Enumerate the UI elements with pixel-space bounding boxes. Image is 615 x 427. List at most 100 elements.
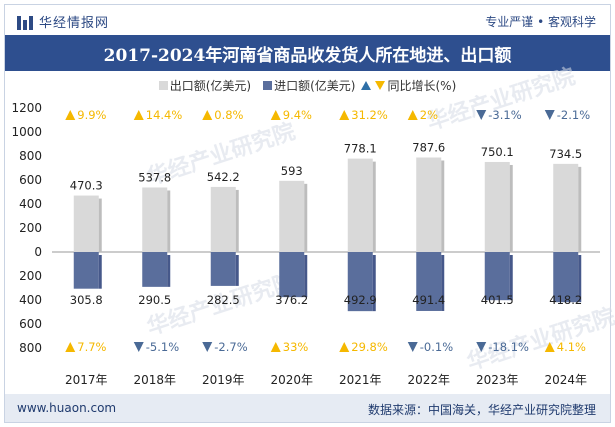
top-bar: 华经情报网 专业严谨 • 客观科学 [5,5,610,35]
y-tick-label: 600 [19,173,42,187]
triangle-down-icon [375,81,386,90]
y-tick-label: 0 [34,245,42,259]
y-tick-label: 800 [19,341,42,355]
y-tick-label: 800 [19,149,42,163]
triangle-up-icon [544,342,555,352]
y-tick-label: 200 [19,269,42,283]
export-bar [142,187,168,252]
slogan: 专业严谨 • 客观科学 [485,15,596,29]
x-category-label: 2020年 [270,373,313,387]
triangle-down-icon [202,342,213,352]
import-growth-label: 4.1% [557,340,586,354]
export-bar [347,158,373,252]
triangle-up-icon [270,342,281,352]
import-bar-shade [167,255,171,287]
import-growth-label: -2.7% [214,340,247,354]
import-growth-label: 29.8% [351,340,388,354]
import-growth-label: -0.1% [420,340,453,354]
legend-import: 进口额(亿美元) [263,77,355,94]
import-bar [73,252,99,289]
triangle-down-icon [476,342,487,352]
triangle-down-icon [407,342,418,352]
export-bar-shade [304,183,308,252]
brand-name: 华经情报网 [39,16,110,31]
import-bar-shade [509,255,513,301]
import-growth-label: 7.7% [77,340,106,354]
import-value-label: 418.2 [549,293,582,307]
import-growth-label: 33% [283,340,309,354]
import-bar-shade [578,255,582,303]
title-bar: 2017-2024年河南省商品收发货人所在地进、出口额 [5,35,610,71]
x-category-label: 2022年 [407,373,450,387]
triangle-up-icon [407,110,418,120]
import-bar-shade [98,255,102,289]
import-growth-label: -18.1% [488,340,529,354]
y-tick-label: 1200 [11,101,42,115]
x-category-label: 2017年 [65,373,108,387]
y-tick-label: 400 [19,197,42,211]
export-value-label: 542.2 [207,170,240,184]
x-category-label: 2021年 [339,373,382,387]
export-growth-label: 31.2% [351,108,388,122]
export-bar-shade [372,161,376,252]
triangle-up-icon [133,110,144,120]
triangle-up-icon [339,110,350,120]
export-bar-shade [441,160,445,252]
legend: 出口额(亿美元) 进口额(亿美元) 同比增长(%) [5,77,610,94]
export-bar [416,157,442,252]
export-bar-shade [98,198,102,252]
export-growth-label: 14.4% [146,108,183,122]
import-bar [142,252,168,287]
legend-growth-label: 同比增长(%) [387,79,457,93]
footer: www.huaon.com 数据来源：中国海关，华经产业研究院整理 [5,394,610,422]
triangle-up-icon [65,342,76,352]
import-bar-shade [235,255,239,286]
triangle-up-icon [65,110,76,120]
chart-title: 2017-2024年河南省商品收发货人所在地进、出口额 [103,45,512,66]
x-category-label: 2019年 [202,373,245,387]
export-growth-label: 2% [420,108,438,122]
footer-source: 数据来源：中国海关，华经产业研究院整理 [367,403,596,417]
y-tick-label: 200 [19,221,42,235]
footer-url: www.huaon.com [17,401,117,415]
import-growth-label: -5.1% [146,340,179,354]
export-value-label: 537.8 [138,170,171,184]
triangle-down-icon [133,342,144,352]
legend-export-swatch [158,81,168,90]
triangle-up-icon [270,110,281,120]
import-value-label: 290.5 [138,293,171,307]
legend-import-swatch [263,81,273,90]
export-bar-shade [509,164,513,252]
triangle-down-icon [544,110,555,120]
y-tick-label: 600 [19,317,42,331]
export-bar-shade [235,189,239,252]
triangle-down-icon [476,110,487,120]
triangle-up-icon [202,110,213,120]
export-bar-shade [167,190,171,252]
export-bar [73,195,99,252]
export-value-label: 778.1 [344,142,377,156]
legend-export-label: 出口额(亿美元) [169,79,252,93]
export-value-label: 787.6 [412,140,445,154]
export-bar [279,180,305,252]
y-tick-label: 1000 [11,125,42,139]
import-bar [416,252,442,311]
x-category-label: 2024年 [544,373,587,387]
legend-export: 出口额(亿美元) [158,77,252,94]
export-value-label: 734.5 [549,147,582,161]
import-value-label: 305.8 [70,293,103,307]
import-bar [347,252,373,312]
export-growth-label: 9.9% [77,108,106,122]
x-category-label: 2018年 [133,373,176,387]
export-bar-shade [578,166,582,252]
export-bar [484,161,510,252]
y-tick-label: 400 [19,293,42,307]
x-category-label: 2023年 [476,373,519,387]
import-value-label: 282.5 [207,293,240,307]
export-bar [210,186,236,252]
watermark-text: 华经产业研究院 [424,63,579,135]
triangle-up-icon [361,81,372,90]
import-bar [210,252,236,286]
export-value-label: 593 [281,164,303,178]
